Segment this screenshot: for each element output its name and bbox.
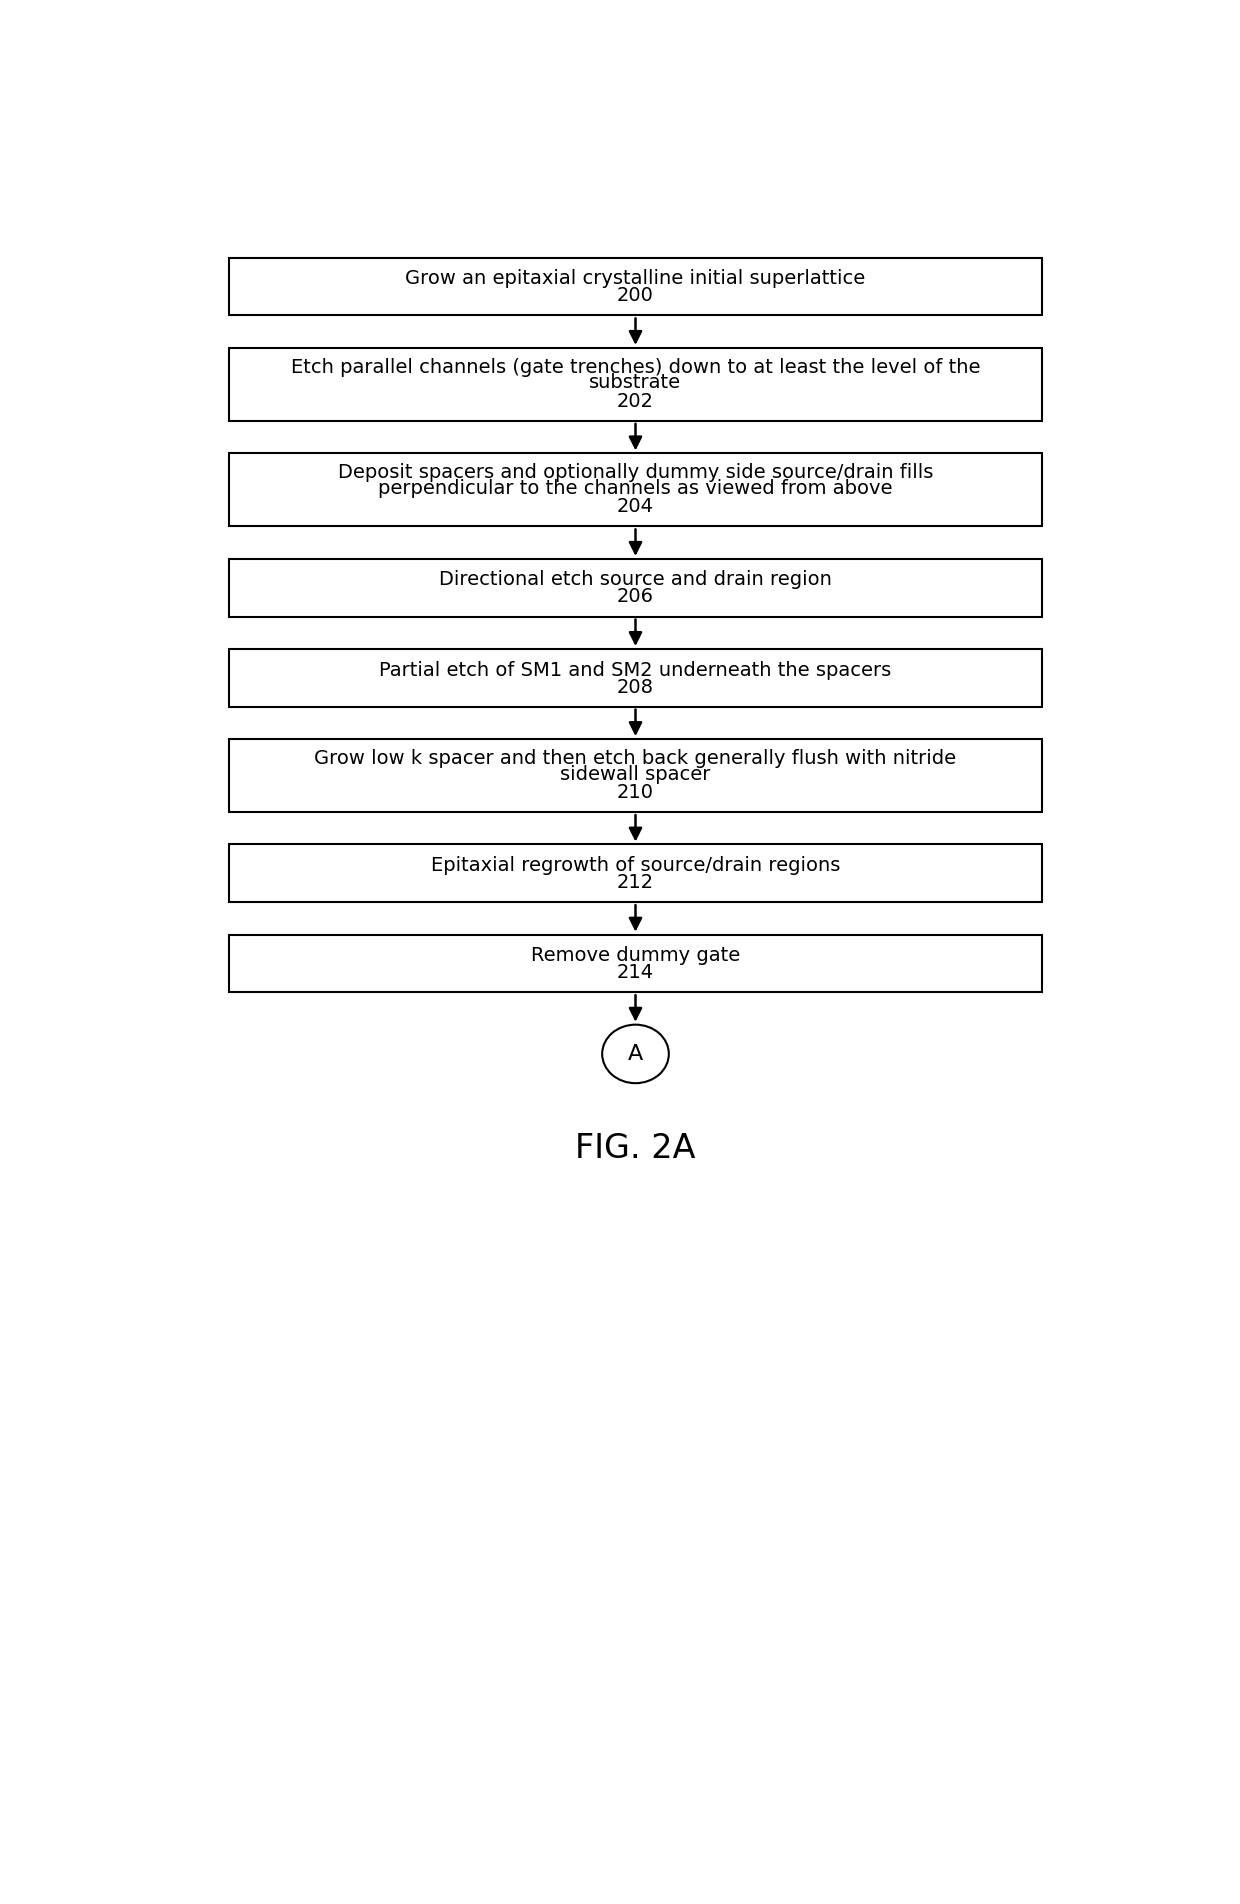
FancyBboxPatch shape bbox=[228, 845, 1043, 902]
Text: sidewall spacer: sidewall spacer bbox=[560, 765, 711, 784]
FancyBboxPatch shape bbox=[228, 558, 1043, 617]
Text: 204: 204 bbox=[618, 497, 653, 516]
Text: Grow low k spacer and then etch back generally flush with nitride: Grow low k spacer and then etch back gen… bbox=[315, 748, 956, 767]
Text: A: A bbox=[627, 1043, 644, 1064]
FancyBboxPatch shape bbox=[228, 649, 1043, 706]
Text: FIG. 2A: FIG. 2A bbox=[575, 1133, 696, 1165]
Text: 214: 214 bbox=[618, 963, 653, 982]
Text: Etch parallel channels (gate trenches) down to at least the level of the: Etch parallel channels (gate trenches) d… bbox=[290, 358, 981, 377]
Text: perpendicular to the channels as viewed from above: perpendicular to the channels as viewed … bbox=[378, 478, 893, 497]
Text: substrate: substrate bbox=[589, 373, 682, 392]
Text: 208: 208 bbox=[618, 678, 653, 697]
FancyBboxPatch shape bbox=[228, 257, 1043, 316]
FancyBboxPatch shape bbox=[228, 348, 1043, 421]
Text: 210: 210 bbox=[618, 783, 653, 802]
FancyBboxPatch shape bbox=[228, 739, 1043, 813]
Text: Directional etch source and drain region: Directional etch source and drain region bbox=[439, 571, 832, 590]
Text: 212: 212 bbox=[618, 874, 653, 893]
Text: Partial etch of SM1 and SM2 underneath the spacers: Partial etch of SM1 and SM2 underneath t… bbox=[379, 661, 892, 680]
Text: Grow an epitaxial crystalline initial superlattice: Grow an epitaxial crystalline initial su… bbox=[405, 268, 866, 288]
Text: Deposit spacers and optionally dummy side source/drain fills: Deposit spacers and optionally dummy sid… bbox=[337, 463, 934, 482]
Text: Remove dummy gate: Remove dummy gate bbox=[531, 946, 740, 965]
FancyBboxPatch shape bbox=[228, 453, 1043, 527]
FancyBboxPatch shape bbox=[228, 935, 1043, 992]
Text: 202: 202 bbox=[618, 392, 653, 411]
Text: 200: 200 bbox=[618, 286, 653, 305]
Text: Epitaxial regrowth of source/drain regions: Epitaxial regrowth of source/drain regio… bbox=[430, 857, 841, 876]
Text: 206: 206 bbox=[618, 588, 653, 607]
Ellipse shape bbox=[603, 1024, 668, 1083]
